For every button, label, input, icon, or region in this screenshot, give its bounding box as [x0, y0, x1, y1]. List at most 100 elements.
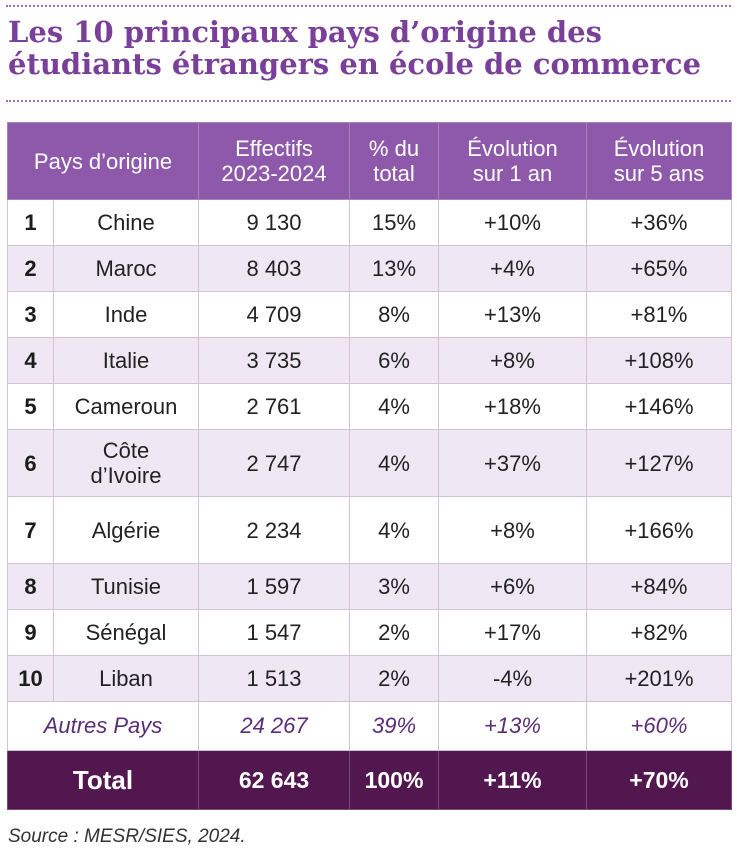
pct-cell: 4% — [349, 496, 439, 564]
country-line2: d’Ivoire — [90, 463, 162, 488]
header-evo1-line2: sur 1 an — [472, 161, 553, 186]
header-effectifs-line1: Effectifs — [235, 136, 313, 161]
header-pct-line1: % du — [368, 136, 420, 161]
evo1-cell: -4% — [438, 655, 587, 702]
source-note: Source : MESR/SIES, 2024. — [8, 826, 246, 847]
table-row: 9 Sénégal 1 547 2% +17% +82% — [7, 609, 732, 656]
evo1-cell: +17% — [438, 609, 587, 656]
effectifs-cell: 2 747 — [198, 429, 350, 497]
country-cell: Cameroun — [53, 383, 199, 430]
rank-cell: 3 — [7, 291, 54, 338]
pct-cell: 6% — [349, 337, 439, 384]
evo1-cell: +10% — [438, 199, 587, 246]
total-evo5: +70% — [586, 750, 732, 810]
rank-cell: 9 — [7, 609, 54, 656]
effectifs-cell: 3 735 — [198, 337, 350, 384]
page-title: Les 10 principaux pays d’origine des étu… — [8, 15, 702, 81]
pct-cell: 2% — [349, 655, 439, 702]
country-cell: Chine — [53, 199, 199, 246]
effectifs-cell: 1 547 — [198, 609, 350, 656]
evo5-cell: +166% — [586, 496, 732, 564]
rank-cell: 10 — [7, 655, 54, 702]
rank-cell: 2 — [7, 245, 54, 292]
evo1-cell: +8% — [438, 496, 587, 564]
table-row: 5 Cameroun 2 761 4% +18% +146% — [7, 383, 732, 430]
evo5-cell: +84% — [586, 563, 732, 610]
header-country-label: Pays d’origine — [33, 148, 173, 174]
pct-cell: 4% — [349, 429, 439, 497]
header-pct: % du total — [349, 122, 439, 200]
others-pct: 39% — [349, 701, 439, 751]
evo5-cell: +81% — [586, 291, 732, 338]
table-row: 7 Algérie 2 234 4% +8% +166% — [7, 496, 732, 564]
country-cell: Liban — [53, 655, 199, 702]
evo5-cell: +65% — [586, 245, 732, 292]
pct-cell: 2% — [349, 609, 439, 656]
table-row: 4 Italie 3 735 6% +8% +108% — [7, 337, 732, 384]
evo1-cell: +8% — [438, 337, 587, 384]
country-cell: Côte d’Ivoire — [53, 429, 199, 497]
table-row: 6 Côte d’Ivoire 2 747 4% +37% +127% — [7, 429, 732, 497]
rank-cell: 7 — [7, 496, 54, 564]
evo1-cell: +6% — [438, 563, 587, 610]
header-evo5: Évolution sur 5 ans — [586, 122, 732, 200]
table-row: 2 Maroc 8 403 13% +4% +65% — [7, 245, 732, 292]
rank-cell: 4 — [7, 337, 54, 384]
rank-cell: 5 — [7, 383, 54, 430]
evo5-cell: +82% — [586, 609, 732, 656]
total-label: Total — [7, 750, 199, 810]
header-country: Pays d’origine — [7, 122, 199, 200]
pct-cell: 4% — [349, 383, 439, 430]
rank-cell: 8 — [7, 563, 54, 610]
table-row: 3 Inde 4 709 8% +13% +81% — [7, 291, 732, 338]
country-cell: Inde — [53, 291, 199, 338]
country-cell: Sénégal — [53, 609, 199, 656]
others-label: Autres Pays — [7, 701, 199, 751]
country-cell: Tunisie — [53, 563, 199, 610]
effectifs-cell: 4 709 — [198, 291, 350, 338]
country-cell: Maroc — [53, 245, 199, 292]
effectifs-cell: 1 513 — [198, 655, 350, 702]
header-evo5-line1: Évolution — [613, 136, 705, 161]
header-evo1: Évolution sur 1 an — [438, 122, 587, 200]
evo5-cell: +201% — [586, 655, 732, 702]
others-evo5: +60% — [586, 701, 732, 751]
pct-cell: 3% — [349, 563, 439, 610]
country-cell: Algérie — [53, 496, 199, 564]
table-header-row: Pays d’origine Effectifs 2023-2024 % du to… — [7, 122, 732, 200]
header-effectifs-line2: 2023-2024 — [221, 161, 327, 186]
header-effectifs: Effectifs 2023-2024 — [198, 122, 350, 200]
effectifs-cell: 2 761 — [198, 383, 350, 430]
evo1-cell: +18% — [438, 383, 587, 430]
table-row: 1 Chine 9 130 15% +10% +36% — [7, 199, 732, 246]
effectifs-cell: 2 234 — [198, 496, 350, 564]
evo5-cell: +36% — [586, 199, 732, 246]
evo5-cell: +108% — [586, 337, 732, 384]
evo5-cell: +127% — [586, 429, 732, 497]
rank-cell: 1 — [7, 199, 54, 246]
effectifs-cell: 9 130 — [198, 199, 350, 246]
students-table: Pays d’origine Effectifs 2023-2024 % du to… — [7, 122, 732, 810]
pct-cell: 15% — [349, 199, 439, 246]
total-row: Total 62 643 100% +11% +70% — [7, 750, 732, 810]
others-evo1: +13% — [438, 701, 587, 751]
country-cell: Italie — [53, 337, 199, 384]
rank-cell: 6 — [7, 429, 54, 497]
evo5-cell: +146% — [586, 383, 732, 430]
header-evo1-line1: Évolution — [467, 136, 558, 161]
total-effectifs: 62 643 — [198, 750, 350, 810]
others-effectifs: 24 267 — [198, 701, 350, 751]
pct-cell: 13% — [349, 245, 439, 292]
evo1-cell: +4% — [438, 245, 587, 292]
evo1-cell: +37% — [438, 429, 587, 497]
evo1-cell: +13% — [438, 291, 587, 338]
effectifs-cell: 1 597 — [198, 563, 350, 610]
pct-cell: 8% — [349, 291, 439, 338]
header-evo5-line2: sur 5 ans — [613, 161, 705, 186]
header-pct-line2: total — [373, 161, 415, 186]
table-row: 10 Liban 1 513 2% -4% +201% — [7, 655, 732, 702]
title-dotted-divider — [6, 100, 731, 102]
top-dotted-divider — [6, 5, 731, 7]
total-evo1: +11% — [438, 750, 587, 810]
country-line1: Côte — [102, 438, 150, 463]
